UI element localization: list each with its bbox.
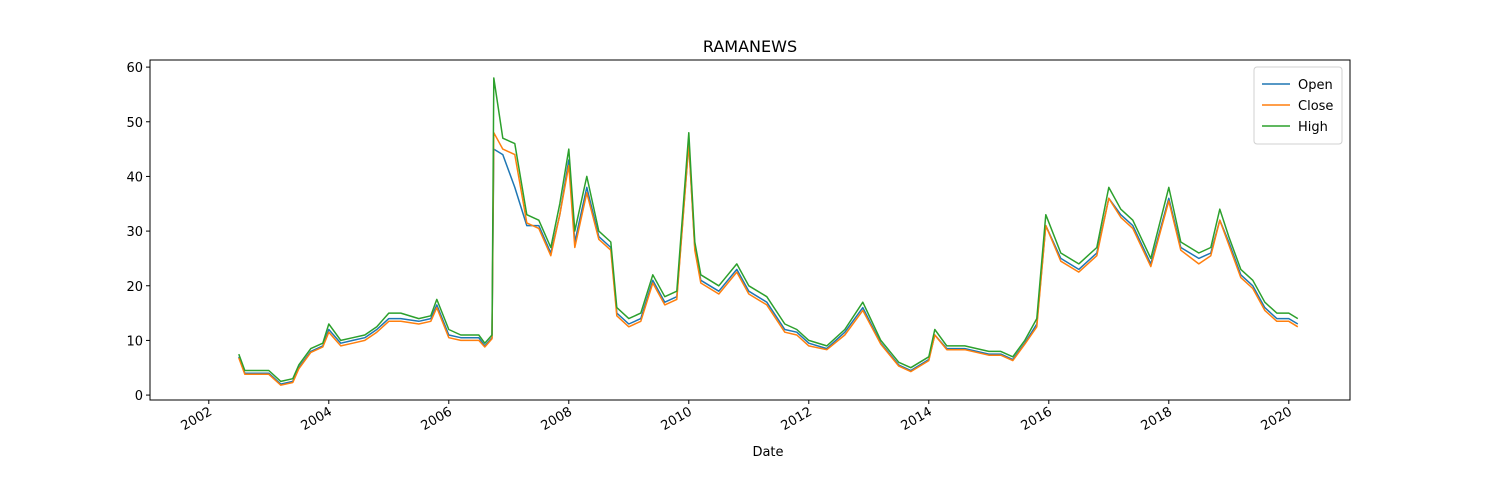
y-tick-label: 40	[126, 170, 143, 185]
x-tick-label: 2004	[299, 404, 335, 434]
x-tick-label: 2008	[539, 404, 575, 434]
x-tick-label: 2020	[1259, 404, 1295, 434]
x-tick-label: 2018	[1139, 404, 1175, 434]
series-line	[238, 142, 1299, 385]
y-tick-label: 10	[126, 334, 143, 349]
y-tick-label: 0	[135, 389, 143, 404]
x-tick-label: 2012	[779, 404, 815, 434]
chart-title: RAMANEWS	[703, 37, 797, 56]
x-tick-label: 2002	[179, 404, 215, 434]
x-tick-label: 2006	[419, 404, 455, 434]
legend-box	[1253, 66, 1343, 145]
x-tick-label: 2016	[1019, 404, 1055, 434]
series-line	[238, 77, 1299, 383]
y-tick-label: 50	[126, 116, 143, 131]
y-tick-label: 60	[126, 61, 143, 76]
legend-label: Close	[1298, 99, 1333, 114]
plot-frame	[149, 59, 1351, 401]
y-tick-label: 30	[126, 225, 143, 240]
y-tick-label: 20	[126, 280, 143, 295]
series-line	[238, 131, 1299, 386]
legend-label: High	[1298, 120, 1328, 135]
x-axis-label: Date	[752, 445, 783, 460]
x-tick-label: 2010	[659, 404, 695, 434]
x-tick-label: 2014	[899, 404, 935, 434]
legend-label: Open	[1298, 78, 1333, 93]
